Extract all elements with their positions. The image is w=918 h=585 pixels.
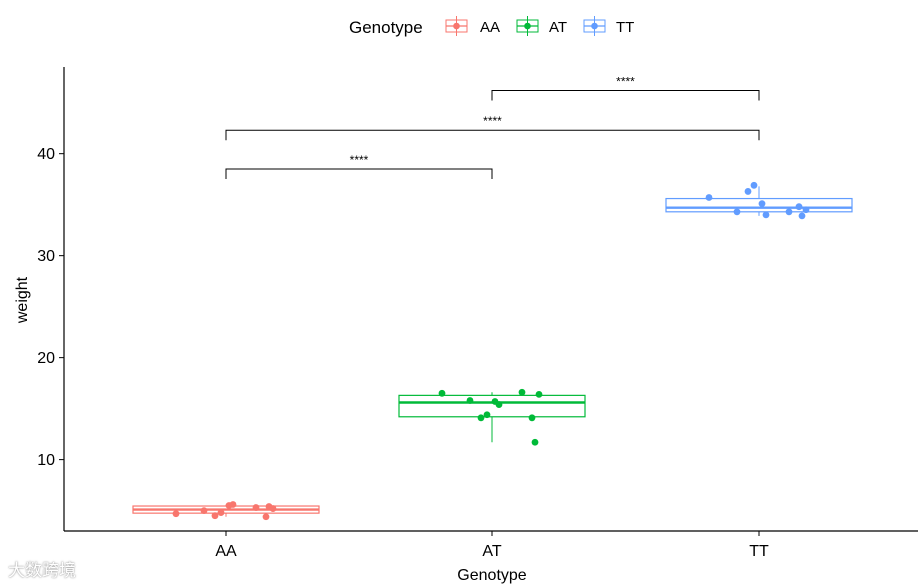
data-point	[211, 512, 219, 520]
data-point	[750, 181, 758, 189]
data-point	[217, 509, 225, 517]
data-point	[518, 388, 526, 396]
data-point	[733, 208, 741, 216]
y-tick-label: 20	[37, 350, 55, 367]
box-aa	[132, 501, 320, 521]
legend-label-at: AT	[549, 19, 567, 36]
legend-key-point	[591, 22, 598, 30]
significance-label: ****	[616, 74, 635, 88]
data-point	[172, 510, 180, 518]
data-point	[795, 203, 803, 211]
data-point	[531, 438, 539, 446]
box-at	[398, 388, 586, 446]
data-point	[466, 397, 474, 404]
data-point	[200, 507, 208, 515]
legend-key-aa	[445, 16, 468, 36]
bracket-line	[225, 168, 493, 179]
box-body	[398, 394, 586, 418]
y-tick-label: 30	[37, 248, 55, 265]
data-point	[477, 414, 485, 422]
data-point	[758, 200, 766, 208]
axes: 10 20 30 40 AA AT TT	[37, 67, 918, 560]
data-point	[528, 414, 536, 422]
significance-label: ****	[350, 153, 369, 167]
legend-key-point	[524, 22, 531, 30]
x-tick-label: AA	[215, 543, 237, 560]
data-point	[495, 401, 503, 408]
y-tick-label: 40	[37, 146, 55, 163]
data-point	[744, 188, 752, 195]
y-tick-label: 10	[37, 452, 55, 469]
data-point	[483, 411, 491, 419]
y-axis-label: weight	[14, 276, 31, 324]
legend-key-point	[453, 22, 460, 30]
plot-area: **** **** ****	[132, 74, 853, 521]
significance-bracket: ****	[225, 114, 760, 141]
significance-label: ****	[483, 114, 502, 128]
bracket-line	[225, 129, 760, 141]
legend-label-aa: AA	[480, 19, 500, 36]
data-point	[438, 389, 446, 397]
data-point	[798, 212, 806, 220]
significance-bracket: ****	[491, 74, 760, 101]
legend: Genotype AA AT TT	[349, 16, 634, 37]
bracket-line	[491, 89, 760, 101]
legend-key-at	[516, 16, 539, 36]
data-point	[785, 208, 793, 216]
data-point	[269, 505, 277, 512]
x-tick-label: TT	[749, 543, 769, 560]
data-point	[762, 211, 770, 219]
x-axis-label: Genotype	[457, 567, 526, 584]
x-tick-label: AT	[482, 543, 501, 560]
data-point	[252, 504, 260, 511]
legend-title: Genotype	[349, 18, 423, 37]
box-tt	[665, 181, 853, 220]
legend-key-tt	[583, 16, 606, 36]
watermark: 大数跨境	[8, 561, 76, 581]
data-point	[535, 390, 543, 398]
data-point	[802, 206, 810, 214]
data-point	[262, 513, 270, 521]
data-point	[229, 501, 237, 508]
legend-label-tt: TT	[616, 19, 634, 36]
data-point	[705, 194, 713, 201]
box-body	[665, 197, 853, 213]
significance-bracket: ****	[225, 153, 493, 179]
